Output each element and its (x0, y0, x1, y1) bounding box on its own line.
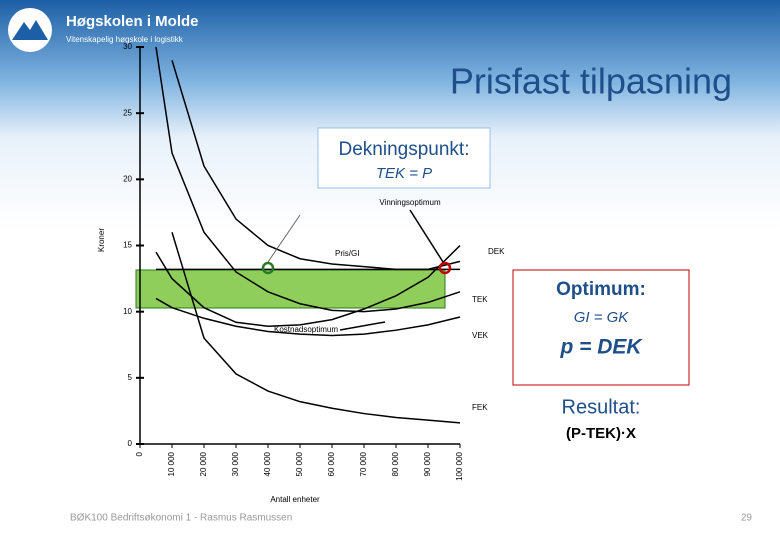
y-tick-label: 10 (123, 307, 132, 316)
curve-label: FEK (472, 403, 488, 412)
callout-text: p = DEK (559, 336, 643, 359)
curve (171, 232, 461, 424)
curve-label: TEK (472, 295, 488, 304)
x-tick-label: 90 000 (423, 451, 432, 476)
page-number: 29 (741, 513, 753, 524)
logo-title: Høgskolen i Molde (66, 13, 199, 30)
callout-title: Resultat: (562, 396, 641, 418)
x-tick-label: 60 000 (327, 451, 336, 476)
x-tick-label: 100 000 (455, 451, 464, 480)
curve (155, 244, 461, 327)
x-axis-label: Antall enheter (270, 495, 320, 504)
x-tick-label: 0 (135, 451, 144, 456)
callout-box (317, 127, 491, 189)
x-tick-label: 20 000 (199, 451, 208, 476)
callout-title: Optimum: (556, 279, 646, 300)
curve (155, 297, 461, 337)
y-tick-label: 5 (128, 373, 133, 382)
y-axis-label: Kroner (97, 228, 106, 252)
header-band (0, 0, 780, 230)
callout-text: TEK = P (376, 165, 432, 182)
callout-box (512, 269, 690, 386)
y-tick-label: 20 (123, 174, 132, 183)
logo-mountain (12, 20, 48, 40)
curve (155, 46, 461, 313)
x-tick-label: 30 000 (231, 451, 240, 476)
curve-label: VEK (472, 331, 489, 340)
annotation: Kostnadsoptimum (274, 325, 338, 334)
curve-label: Pris/GI (335, 249, 359, 258)
profit-area (135, 269, 446, 309)
callout-box (513, 388, 689, 454)
x-tick-label: 80 000 (391, 451, 400, 476)
optimum-point (438, 261, 452, 275)
x-tick-label: 50 000 (295, 451, 304, 476)
footer: BØK100 Bedriftsøkonomi 1 - Rasmus Rasmus… (70, 513, 292, 524)
arrow (267, 214, 301, 263)
arrow (409, 209, 444, 263)
curve-label: DEK (488, 247, 505, 256)
break-even-point (261, 261, 275, 275)
callout-text: GI = GK (574, 309, 630, 326)
slide-title: Prisfast tilpasning (450, 61, 732, 102)
callout-title: Dekningspunkt: (339, 139, 470, 160)
arrow (339, 321, 386, 331)
y-tick-label: 15 (123, 241, 132, 250)
y-tick-label: 30 (123, 42, 132, 51)
y-tick-label: 0 (128, 439, 133, 448)
y-tick-label: 25 (123, 108, 132, 117)
x-tick-label: 70 000 (359, 451, 368, 476)
callout-text: (P-TEK)·X (566, 425, 636, 442)
x-tick-label: 40 000 (263, 451, 272, 476)
logo-subtitle: Vitenskapelig høgskole i logistikk (66, 35, 184, 44)
annotation: Vinningsoptimum (379, 198, 441, 207)
x-tick-label: 10 000 (167, 451, 176, 476)
